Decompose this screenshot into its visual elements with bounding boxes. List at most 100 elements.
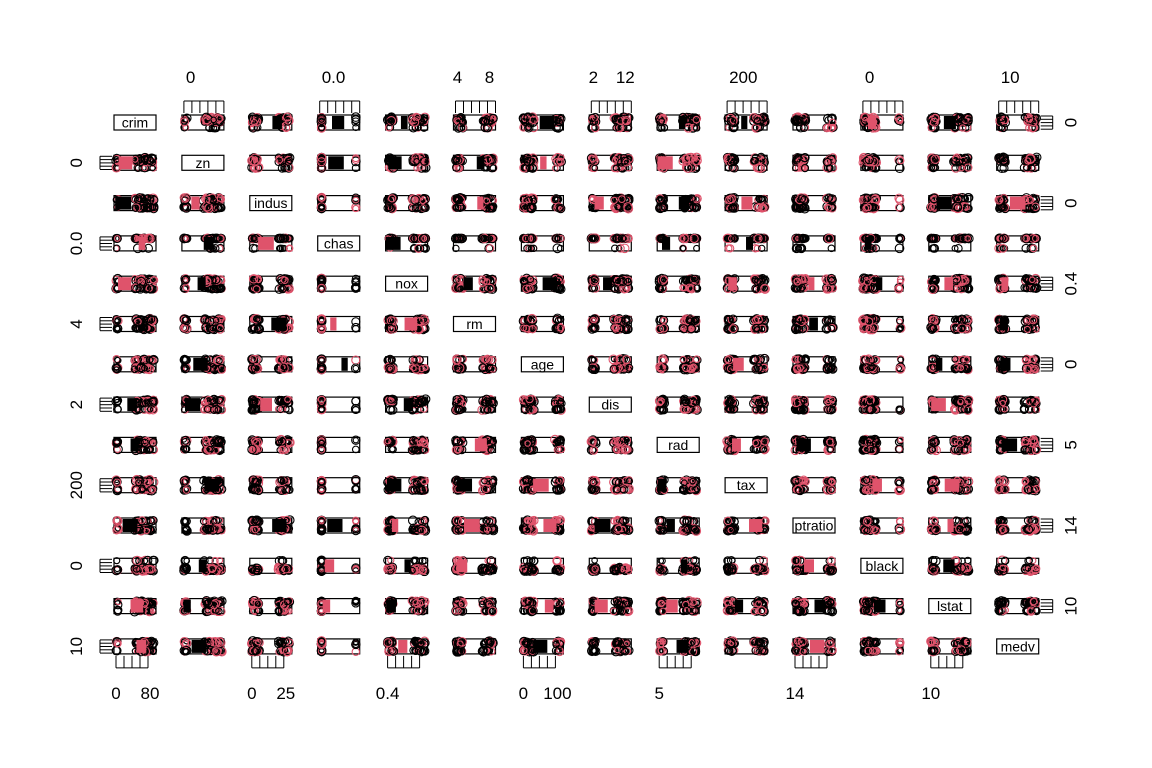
point (525, 124, 533, 132)
panel-chas-nox (384, 233, 431, 253)
point (487, 233, 498, 244)
point (800, 153, 810, 163)
scatter-points (316, 112, 361, 133)
panel-chas-age (518, 233, 565, 254)
point (131, 204, 140, 212)
scatter-points (179, 314, 226, 335)
point (611, 115, 618, 123)
point (557, 234, 565, 242)
point (215, 235, 223, 242)
panel-zn-black (858, 152, 905, 174)
point (142, 158, 149, 165)
scatter-points (112, 193, 159, 214)
point (679, 244, 687, 252)
point (723, 153, 732, 163)
point (828, 118, 837, 127)
point (894, 193, 904, 203)
panel-crim-rad (654, 112, 702, 133)
point (727, 155, 736, 164)
point-band (540, 156, 547, 170)
point (388, 194, 397, 203)
point (759, 112, 769, 122)
point (521, 234, 530, 243)
point (525, 244, 534, 253)
point-band (476, 156, 485, 170)
point (179, 117, 190, 127)
point (416, 163, 424, 172)
point (351, 195, 361, 205)
panel-zn-tax (722, 152, 769, 173)
point (251, 114, 259, 122)
scatter-points (722, 233, 770, 253)
point (317, 163, 327, 173)
point (795, 122, 806, 133)
point (959, 124, 967, 132)
scatter-points (519, 273, 566, 294)
panel-chas-indus (247, 233, 294, 253)
point (216, 234, 225, 243)
scatter-points (247, 153, 295, 173)
point (610, 196, 618, 205)
scatter-points (382, 112, 430, 133)
point (112, 244, 121, 253)
scatter-points (655, 152, 702, 174)
scatter-points (518, 193, 566, 214)
panel-nox-dis (587, 274, 634, 294)
point (350, 112, 361, 122)
point (822, 123, 832, 133)
scatter-points (451, 153, 498, 173)
point (930, 154, 941, 165)
point-band (808, 277, 815, 291)
point (611, 157, 619, 164)
point-band (943, 116, 956, 129)
scatter-points (586, 233, 633, 254)
point (691, 204, 700, 213)
panel-nox-tax (722, 273, 770, 294)
panel-indus-medv (994, 193, 1041, 214)
scatter-points (451, 273, 498, 294)
point (928, 164, 936, 172)
point (284, 158, 293, 166)
point (624, 163, 633, 172)
scatter-points (384, 233, 431, 253)
point (351, 154, 360, 163)
point-band (603, 277, 613, 291)
point (824, 193, 834, 202)
scatter-points (316, 273, 361, 294)
point-band (936, 196, 952, 210)
point (622, 158, 631, 167)
variable-label: nox (395, 276, 418, 292)
point (530, 197, 538, 205)
point (485, 244, 495, 253)
variable-label: crim (122, 115, 148, 131)
point (752, 123, 763, 133)
point (964, 163, 973, 172)
point-band (385, 236, 401, 250)
point (554, 117, 564, 127)
point (588, 162, 598, 172)
point (182, 235, 190, 242)
point (149, 204, 157, 211)
panel-zn-chas (316, 152, 361, 173)
panel-zn-rad (655, 152, 702, 174)
point (489, 164, 498, 172)
point (415, 244, 422, 252)
point (285, 244, 294, 253)
point (753, 117, 762, 125)
point (617, 195, 626, 204)
panel-crim-indus (247, 112, 294, 133)
point (1026, 196, 1035, 205)
point (660, 202, 669, 211)
point (555, 203, 566, 214)
scatter-points (994, 233, 1041, 254)
scatter-points (858, 193, 905, 214)
point (683, 163, 693, 173)
point (588, 113, 597, 123)
point (864, 154, 874, 165)
point (134, 154, 144, 164)
point (615, 245, 623, 252)
panel-rm-zn (179, 314, 226, 335)
panel-crim-lstat (926, 112, 973, 133)
point (317, 203, 326, 212)
